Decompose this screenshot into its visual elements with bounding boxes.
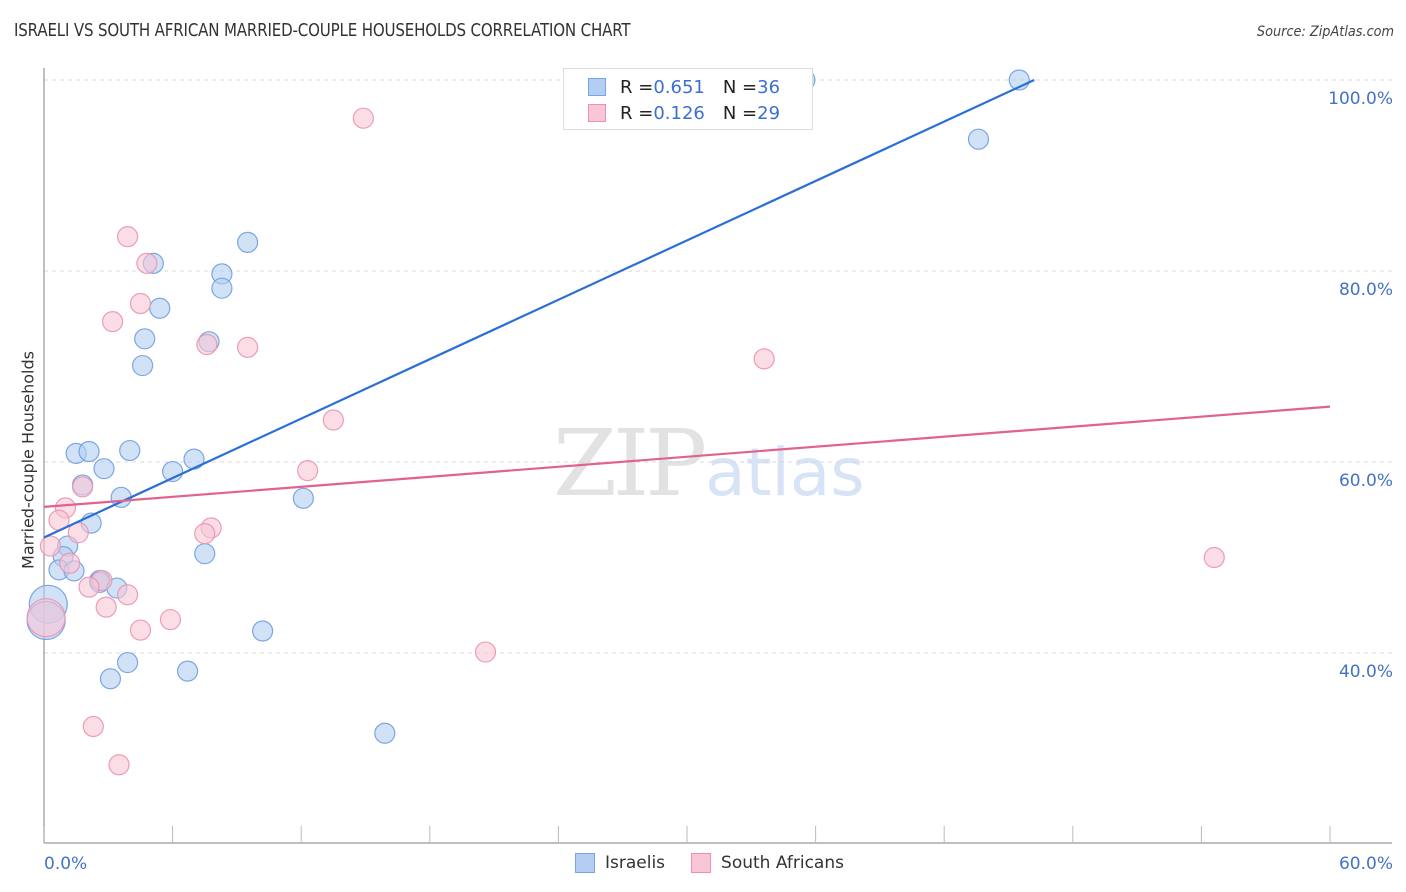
south-africans-point [71,476,94,498]
israelis-point [374,722,396,744]
south-africans-point [297,459,319,482]
south-africans-point [159,608,182,631]
y-tick-label: 100.0% [1328,89,1393,109]
israelis-point [134,328,156,350]
watermark-atlas: atlas [705,434,865,511]
south-africans-swatch [691,853,712,873]
israelis-point [211,277,233,299]
trendlines [43,79,1331,539]
south-africans-point [116,226,139,248]
south-africans-point [237,336,259,358]
south-africans-point [59,552,81,574]
x-max-label: 60.0% [1339,854,1393,874]
y-tick-label: 40.0% [1339,662,1393,682]
israelis-point [116,651,139,674]
israelis-point [237,231,259,253]
israelis-swatch [588,78,606,96]
gridlines [44,79,1392,654]
israelis-point [131,354,154,377]
r-value: 0.126 [653,102,705,124]
watermark-zip: ZIP [553,410,707,517]
n-value: 36 [757,76,781,98]
south-africans-point [78,576,100,598]
n-label: N = [722,102,758,124]
south-africans-point [753,348,775,370]
israelis-swatch [575,853,595,873]
south-africans-point [95,596,117,618]
south-africans-point [108,754,130,776]
n-value: 29 [757,102,781,124]
israelis-point [292,487,314,509]
south-africans-point [129,619,152,641]
israelis-point [194,543,216,565]
south-africans-point [101,311,124,333]
legend-row-south-africans: R = 0.126 N = 29 [588,101,780,125]
y-tick-label: 60.0% [1339,471,1393,491]
source-label: Source: ZipAtlas.com [1256,24,1394,40]
israelis-trendline [43,79,1035,539]
south-africans-point [116,584,139,606]
south-africans-swatch [588,104,606,122]
r-label: R = [620,102,654,124]
legend-label: South Africans [721,853,844,873]
axes [43,68,1392,844]
israelis-point [149,297,171,319]
south-africans-point [1203,546,1225,569]
israelis-point [78,440,100,463]
south-africans-trendline [43,405,1331,508]
series-legend: Israelis South Africans [575,853,870,873]
r-label: R = [620,76,654,98]
israelis-point [177,660,199,682]
south-africans-point [129,292,152,315]
data-points [26,69,1225,776]
israelis-point [119,439,141,462]
n-label: N = [722,76,758,98]
south-africans-point [39,535,62,557]
chart-title: ISRAELI VS SOUTH AFRICAN MARRIED-COUPLE … [14,21,631,41]
south-africans-point [82,715,104,738]
south-africans-point [136,252,158,274]
x-min-label: 0.0% [44,854,87,874]
zipatlas-watermark: ZIPatlas [553,410,865,517]
legend-row-israelis: R = 0.651 N = 36 [588,75,780,99]
y-tick-label: 80.0% [1339,280,1393,300]
south-africans-point [26,598,66,638]
legend-item-israelis[interactable]: Israelis [575,853,665,873]
israelis-point [93,458,115,480]
legend-label: Israelis [605,853,666,873]
israelis-point [967,128,990,150]
south-africans-point [322,409,344,431]
south-africans-point [474,641,497,663]
r-value: 0.651 [653,76,705,98]
south-africans-point [196,333,218,356]
south-africans-point [352,107,374,129]
israelis-point [183,448,205,470]
israelis-point [252,620,274,642]
israelis-point [99,668,122,690]
correlation-legend: R = 0.651 N = 36 R = 0.126 N = 29 [563,68,813,130]
south-africans-point [194,523,216,545]
legend-item-south-africans[interactable]: South Africans [691,853,844,873]
y-axis-title: Married-couple Households [18,351,38,569]
axis-labels: 100.0% 80.0% 60.0% 40.0% 0.0% 60.0% [44,89,1393,874]
